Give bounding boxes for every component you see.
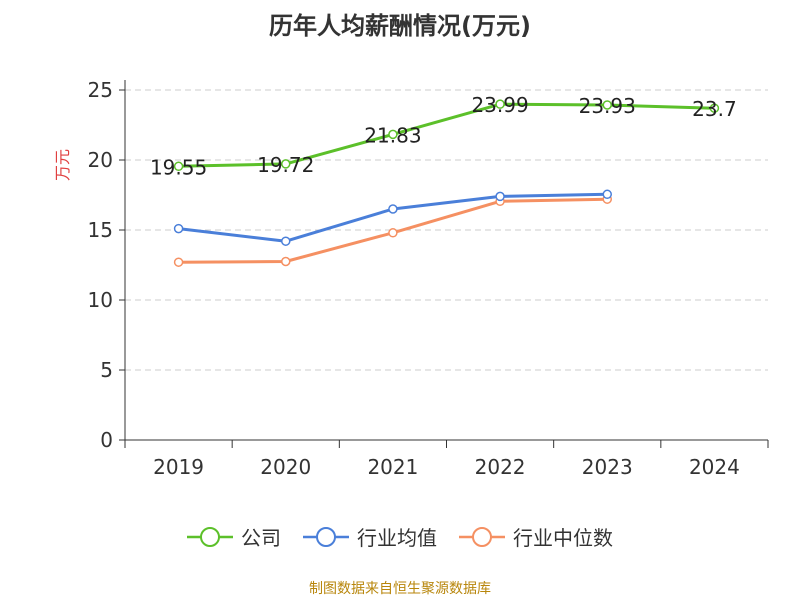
legend-item[interactable]: 公司 — [187, 522, 281, 551]
series-lines — [173, 99, 720, 267]
data-point[interactable] — [173, 257, 184, 267]
data-label: 19.72 — [257, 153, 314, 177]
data-label: 19.55 — [150, 155, 207, 179]
data-label: 21.83 — [364, 123, 421, 147]
data-point[interactable] — [281, 236, 291, 246]
data-point[interactable] — [173, 223, 184, 234]
legend-item[interactable]: 行业中位数 — [459, 522, 613, 551]
data-point[interactable] — [388, 228, 398, 238]
legend-marker-icon — [187, 526, 233, 547]
chart-title: 历年人均薪酬情况(万元) — [269, 12, 531, 40]
x-tick-label: 2022 — [475, 455, 526, 479]
y-axis-label: 万元 — [53, 149, 72, 181]
y-tick-label: 25 — [88, 78, 113, 102]
y-tick-label: 0 — [100, 428, 113, 452]
data-label: 23.99 — [471, 93, 528, 117]
data-point[interactable] — [602, 189, 612, 200]
data-point[interactable] — [281, 256, 291, 267]
data-point[interactable] — [281, 159, 291, 169]
legend-label: 行业均值 — [357, 526, 437, 550]
legend-label: 公司 — [241, 526, 281, 550]
y-tick-label: 5 — [100, 358, 113, 382]
x-tick-label: 2020 — [260, 455, 311, 479]
source-note: 制图数据来自恒生聚源数据库 — [309, 581, 491, 597]
legend-marker-icon — [459, 526, 505, 547]
y-tick-label: 20 — [88, 148, 113, 172]
legend-marker-icon — [303, 526, 349, 547]
data-point[interactable] — [495, 99, 505, 109]
y-tick-label: 10 — [88, 288, 113, 312]
series-line — [178, 102, 715, 168]
data-point[interactable] — [388, 204, 398, 214]
x-tick-label: 2021 — [367, 455, 418, 479]
legend-label: 行业中位数 — [513, 526, 613, 550]
data-point[interactable] — [709, 103, 720, 113]
x-tick-label: 2023 — [582, 455, 633, 479]
y-tick-label: 15 — [88, 218, 113, 242]
x-tick-label: 2019 — [153, 455, 204, 479]
grid-lines — [125, 89, 768, 371]
legend: 公司 行业均值 行业中位数 — [0, 522, 800, 551]
legend-item[interactable]: 行业均值 — [303, 522, 437, 551]
data-point[interactable] — [173, 161, 184, 172]
data-label: 23.93 — [579, 94, 636, 118]
data-labels: 19.55 19.72 21.83 23.99 23.93 23.7 — [150, 93, 737, 179]
x-tick-label: 2024 — [689, 455, 740, 479]
data-point[interactable] — [602, 100, 612, 110]
axes: 0 5 10 15 20 25 2019 2020 2021 2022 2023 2024 万元 — [53, 78, 769, 479]
data-point[interactable] — [495, 191, 505, 202]
data-point[interactable] — [388, 129, 398, 140]
data-label: 23.7 — [692, 97, 737, 121]
